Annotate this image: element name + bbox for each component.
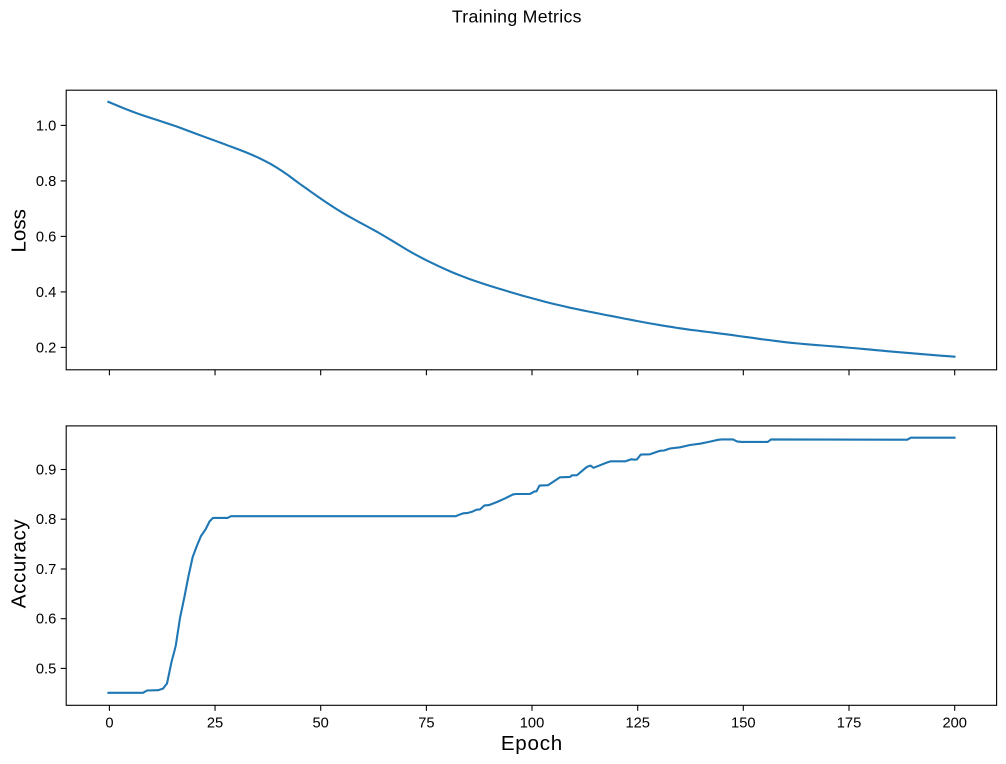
svg-text:Loss: Loss: [8, 209, 31, 253]
svg-text:50: 50: [313, 715, 329, 731]
svg-text:1.0: 1.0: [36, 118, 56, 134]
svg-text:0.5: 0.5: [36, 661, 56, 677]
svg-text:75: 75: [418, 715, 434, 731]
svg-text:0.8: 0.8: [36, 512, 56, 528]
svg-text:0.4: 0.4: [36, 285, 56, 301]
svg-text:175: 175: [837, 715, 862, 731]
svg-text:Accuracy: Accuracy: [8, 519, 31, 609]
svg-text:0.7: 0.7: [36, 562, 56, 578]
svg-text:0.8: 0.8: [36, 174, 56, 190]
svg-text:200: 200: [942, 715, 967, 731]
svg-text:0.6: 0.6: [36, 229, 56, 245]
svg-text:0.9: 0.9: [36, 463, 56, 479]
svg-text:100: 100: [520, 715, 545, 731]
svg-text:0.2: 0.2: [36, 340, 56, 356]
svg-text:125: 125: [625, 715, 650, 731]
svg-text:Training Metrics: Training Metrics: [452, 7, 582, 27]
svg-text:Epoch: Epoch: [501, 732, 563, 755]
svg-text:150: 150: [731, 715, 756, 731]
svg-text:25: 25: [207, 715, 223, 731]
svg-text:0.6: 0.6: [36, 612, 56, 628]
svg-text:0: 0: [105, 715, 113, 731]
